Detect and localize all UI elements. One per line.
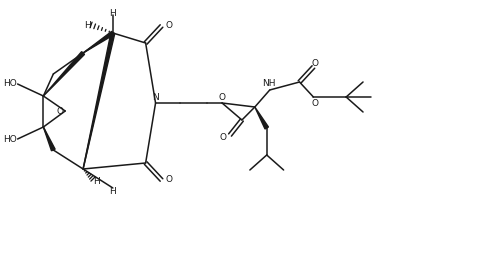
Text: HO: HO (3, 80, 17, 88)
Polygon shape (83, 33, 115, 169)
Polygon shape (83, 31, 114, 53)
Text: O: O (165, 22, 172, 30)
Text: O: O (56, 107, 63, 116)
Text: O: O (312, 99, 319, 108)
Polygon shape (43, 127, 55, 151)
Text: O: O (219, 92, 226, 101)
Text: NH: NH (262, 78, 276, 88)
Text: H: H (94, 176, 100, 186)
Text: O: O (219, 132, 226, 142)
Text: O: O (312, 58, 319, 68)
Text: HO: HO (3, 135, 17, 143)
Text: O: O (165, 175, 172, 184)
Text: H: H (109, 10, 116, 18)
Polygon shape (255, 107, 269, 129)
Text: N: N (152, 93, 159, 103)
Polygon shape (43, 52, 85, 96)
Text: H: H (109, 187, 116, 195)
Text: H: H (84, 21, 90, 29)
